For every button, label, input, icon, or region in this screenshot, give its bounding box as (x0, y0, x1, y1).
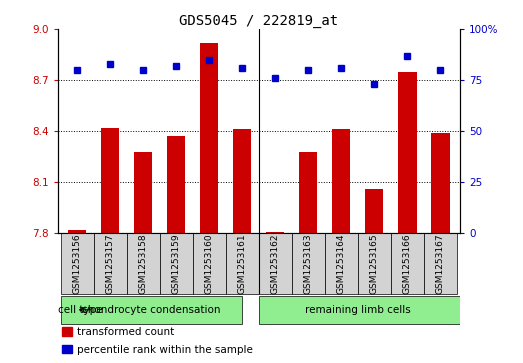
Text: GSM1253159: GSM1253159 (172, 233, 181, 294)
Text: GSM1253156: GSM1253156 (73, 233, 82, 294)
Bar (424, 233, 457, 294)
Bar (358, 233, 391, 294)
Bar (94, 233, 127, 294)
Bar (61, 296, 242, 323)
Bar (233, 130, 252, 233)
Bar (193, 233, 226, 294)
Text: GSM1253166: GSM1253166 (403, 233, 412, 294)
Text: GSM1253164: GSM1253164 (337, 234, 346, 294)
Bar (391, 233, 424, 294)
Bar (167, 136, 186, 233)
Text: GSM1253158: GSM1253158 (139, 233, 148, 294)
Text: GSM1253162: GSM1253162 (271, 234, 280, 294)
Bar (366, 189, 383, 233)
Bar (259, 233, 292, 294)
Text: GSM1253160: GSM1253160 (205, 233, 214, 294)
Text: transformed count: transformed count (77, 327, 174, 337)
Bar (101, 128, 119, 233)
Bar (69, 230, 86, 233)
Bar (160, 233, 193, 294)
Bar (226, 233, 259, 294)
Bar (62, 327, 72, 335)
Bar (431, 133, 449, 233)
Text: GSM1253161: GSM1253161 (238, 233, 247, 294)
Bar (61, 233, 94, 294)
Bar (399, 72, 416, 233)
Text: cell type: cell type (58, 305, 103, 315)
Bar (325, 233, 358, 294)
Bar (62, 345, 72, 353)
Bar (332, 130, 350, 233)
Text: remaining limb cells: remaining limb cells (305, 305, 411, 315)
Text: chondrocyte condensation: chondrocyte condensation (82, 305, 221, 315)
Bar (134, 152, 152, 233)
Bar (292, 233, 325, 294)
Text: GSM1253163: GSM1253163 (304, 233, 313, 294)
Text: percentile rank within the sample: percentile rank within the sample (77, 344, 253, 355)
Bar (299, 152, 317, 233)
Text: GSM1253157: GSM1253157 (106, 233, 115, 294)
Text: GSM1253165: GSM1253165 (370, 233, 379, 294)
Bar (200, 42, 219, 233)
Title: GDS5045 / 222819_at: GDS5045 / 222819_at (179, 14, 338, 28)
Bar (127, 233, 160, 294)
Text: GSM1253167: GSM1253167 (436, 233, 445, 294)
Bar (259, 296, 460, 323)
Bar (266, 232, 285, 233)
